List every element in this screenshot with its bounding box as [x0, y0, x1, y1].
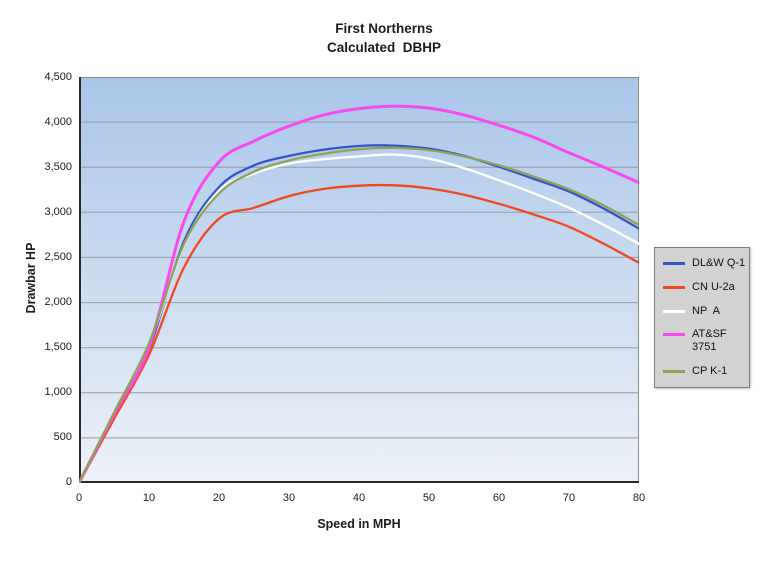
- y-tick-label: 2,000: [44, 296, 72, 309]
- y-tick-label: 500: [53, 431, 72, 444]
- legend-line-sample-cn-u-2a: [663, 285, 685, 289]
- x-tick-label: 0: [75, 492, 83, 504]
- legend-label-line: 3751: [692, 341, 717, 354]
- legend: DL&W Q-1 CN U-2a NP A AT&SF 3751 CP K-1: [654, 247, 750, 388]
- legend-label-cp-k-1: CP K-1: [692, 365, 727, 378]
- legend-item-at-sf-3751: AT&SF 3751: [663, 328, 743, 354]
- series-line-cp-k-1: [79, 146, 639, 483]
- x-tick-label: 60: [492, 492, 506, 504]
- x-tick-label: 50: [422, 492, 436, 504]
- legend-label-np-a: NP A: [692, 305, 720, 318]
- y-tick-label: 0: [65, 476, 72, 489]
- y-tick-label: 1,000: [44, 386, 72, 399]
- y-tick-label: 2,500: [44, 250, 72, 263]
- legend-item-cn-u-2a: CN U-2a: [663, 281, 743, 294]
- legend-label-cn-u-2a: CN U-2a: [692, 281, 735, 294]
- y-tick-label: 4,500: [44, 70, 72, 83]
- x-tick-label: 80: [632, 492, 646, 504]
- y-tick-label: 3,500: [44, 160, 72, 173]
- legend-label-line: CN U-2a: [692, 280, 735, 293]
- x-tick-label: 10: [142, 492, 156, 504]
- x-tick-label: 40: [352, 492, 366, 504]
- legend-line-sample-np-a: [663, 309, 685, 313]
- legend-label-line: NP A: [692, 304, 720, 317]
- legend-label-line: DL&W Q-1: [692, 257, 746, 269]
- chart-title-line1: First Northerns: [335, 21, 433, 36]
- legend-label-dl-w-q-1: DL&W Q-1: [692, 257, 745, 270]
- x-tick-label: 20: [212, 492, 226, 504]
- series-line-cn-u-2a: [79, 183, 639, 483]
- x-tick-label: 70: [562, 492, 576, 504]
- y-tick-label: 3,000: [44, 205, 72, 218]
- legend-line-sample-at-sf-3751: [663, 333, 685, 337]
- plot-area: [79, 77, 639, 483]
- series-line-dl-w-q-1: [79, 144, 639, 483]
- y-tick-label: 4,000: [44, 115, 72, 128]
- x-axis-title: Speed in MPH: [317, 517, 401, 531]
- legend-line-sample-dl-w-q-1: [663, 262, 685, 265]
- chart-title: First Northerns Calculated DBHP: [0, 19, 768, 57]
- legend-item-dl-w-q-1: DL&W Q-1: [663, 257, 745, 270]
- y-tick-label: 1,500: [44, 341, 72, 354]
- legend-item-cp-k-1: CP K-1: [663, 365, 743, 378]
- legend-label-line: CP K-1: [692, 365, 728, 377]
- legend-item-np-a: NP A: [663, 305, 743, 318]
- legend-label-at-sf-3751: AT&SF 3751: [692, 328, 727, 354]
- x-tick-label: 30: [282, 492, 296, 504]
- legend-label-line: AT&SF: [692, 328, 727, 341]
- series-line-at-sf-3751: [79, 104, 639, 483]
- legend-line-sample-cp-k-1: [663, 370, 685, 373]
- y-axis-title: Drawbar HP: [24, 242, 38, 314]
- chart-title-line2: Calculated DBHP: [326, 40, 442, 55]
